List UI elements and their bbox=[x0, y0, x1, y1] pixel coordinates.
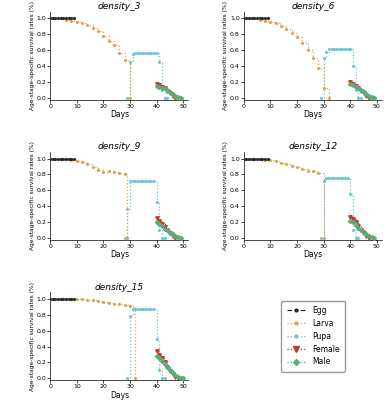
X-axis label: Days: Days bbox=[303, 110, 323, 119]
X-axis label: Days: Days bbox=[110, 250, 129, 259]
Title: density_3: density_3 bbox=[98, 2, 141, 11]
Title: density_6: density_6 bbox=[291, 2, 335, 11]
Title: density_12: density_12 bbox=[288, 142, 337, 152]
Y-axis label: Age-stage-specific survival rates (%): Age-stage-specific survival rates (%) bbox=[30, 282, 35, 391]
Y-axis label: Age-stage-specific survival rates (%): Age-stage-specific survival rates (%) bbox=[223, 1, 229, 110]
X-axis label: Days: Days bbox=[303, 250, 323, 259]
Title: density_15: density_15 bbox=[95, 283, 144, 292]
Y-axis label: Age-stage-specific survival rates (%): Age-stage-specific survival rates (%) bbox=[223, 142, 229, 250]
Y-axis label: Age-stage-specific survival rates (%): Age-stage-specific survival rates (%) bbox=[30, 1, 35, 110]
X-axis label: Days: Days bbox=[110, 390, 129, 400]
X-axis label: Days: Days bbox=[110, 110, 129, 119]
Legend: Egg, Larva, Pupa, Female, Male: Egg, Larva, Pupa, Female, Male bbox=[281, 301, 345, 372]
Y-axis label: Age-stage-specific survival rates (%): Age-stage-specific survival rates (%) bbox=[30, 142, 35, 250]
Title: density_9: density_9 bbox=[98, 142, 141, 152]
